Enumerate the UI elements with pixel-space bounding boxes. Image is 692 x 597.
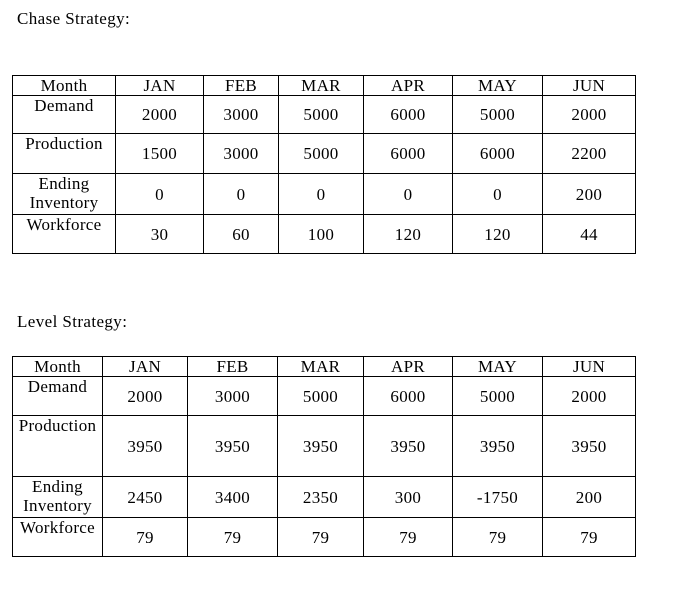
table-cell: 3950: [363, 415, 453, 477]
table-cell: 1500: [115, 133, 204, 174]
column-header-jan: JAN: [102, 356, 188, 377]
table-cell: 3950: [102, 415, 188, 477]
table-cell: 2200: [542, 133, 636, 174]
chase-strategy-title: Chase Strategy:: [17, 9, 131, 28]
table-cell: 3950: [277, 415, 364, 477]
table-cell: 300: [363, 476, 453, 518]
table-cell: 120: [363, 214, 453, 254]
row-label-production: Production: [12, 415, 103, 477]
column-header-month: Month: [12, 356, 103, 377]
column-header-may: MAY: [452, 356, 543, 377]
table-cell: 200: [542, 173, 636, 215]
column-header-may: MAY: [452, 75, 543, 96]
row-label-ending-inventory: Ending Inventory: [12, 476, 103, 518]
table-cell: 5000: [278, 95, 364, 134]
row-label-ending-inventory: Ending Inventory: [12, 173, 116, 215]
row-label-demand: Demand: [12, 95, 116, 134]
table-cell: 200: [542, 476, 636, 518]
column-header-month: Month: [12, 75, 116, 96]
table-cell: 30: [115, 214, 204, 254]
table-row-production: Production 3950 3950 3950 3950 3950 3950: [12, 415, 636, 477]
column-header-feb: FEB: [203, 75, 279, 96]
column-header-jan: JAN: [115, 75, 204, 96]
table-cell: 79: [363, 517, 453, 557]
table-cell: 5000: [452, 376, 543, 416]
table-cell: 2000: [115, 95, 204, 134]
table-row-workforce: Workforce 30 60 100 120 120 44: [12, 214, 636, 254]
row-label-production: Production: [12, 133, 116, 174]
table-cell: 0: [115, 173, 204, 215]
row-label-workforce: Workforce: [12, 214, 116, 254]
table-cell: 79: [542, 517, 636, 557]
table-cell: 79: [187, 517, 278, 557]
table-cell: 79: [277, 517, 364, 557]
table-row-demand: Demand 2000 3000 5000 6000 5000 2000: [12, 376, 636, 416]
column-header-jun: JUN: [542, 75, 636, 96]
table-cell: 2000: [542, 376, 636, 416]
table-cell: 3950: [452, 415, 543, 477]
column-header-mar: MAR: [277, 356, 364, 377]
table-cell: 5000: [452, 95, 543, 134]
table-cell: 0: [452, 173, 543, 215]
table-cell: 5000: [278, 133, 364, 174]
table-cell: -1750: [452, 476, 543, 518]
table-cell: 0: [363, 173, 453, 215]
table-cell: 2450: [102, 476, 188, 518]
column-header-feb: FEB: [187, 356, 278, 377]
table-header-row: Month JAN FEB MAR APR MAY JUN: [12, 356, 636, 377]
chase-strategy-table: Month JAN FEB MAR APR MAY JUN Demand 200…: [12, 75, 636, 254]
column-header-mar: MAR: [278, 75, 364, 96]
table-cell: 3950: [542, 415, 636, 477]
table-cell: 79: [452, 517, 543, 557]
column-header-jun: JUN: [542, 356, 636, 377]
table-header-row: Month JAN FEB MAR APR MAY JUN: [12, 75, 636, 96]
table-cell: 79: [102, 517, 188, 557]
table-cell: 2350: [277, 476, 364, 518]
table-cell: 5000: [277, 376, 364, 416]
level-strategy-table: Month JAN FEB MAR APR MAY JUN Demand 200…: [12, 356, 636, 557]
table-row-demand: Demand 2000 3000 5000 6000 5000 2000: [12, 95, 636, 134]
table-cell: 3950: [187, 415, 278, 477]
table-cell: 6000: [452, 133, 543, 174]
table-cell: 3000: [187, 376, 278, 416]
table-cell: 6000: [363, 133, 453, 174]
table-cell: 6000: [363, 95, 453, 134]
table-row-ending-inventory: Ending Inventory 2450 3400 2350 300 -175…: [12, 476, 636, 518]
table-row-production: Production 1500 3000 5000 6000 6000 2200: [12, 133, 636, 174]
table-row-workforce: Workforce 79 79 79 79 79 79: [12, 517, 636, 557]
level-strategy-title: Level Strategy:: [17, 312, 128, 331]
table-cell: 44: [542, 214, 636, 254]
table-cell: 3000: [203, 133, 279, 174]
table-cell: 2000: [102, 376, 188, 416]
table-cell: 3000: [203, 95, 279, 134]
table-cell: 60: [203, 214, 279, 254]
column-header-apr: APR: [363, 75, 453, 96]
table-cell: 0: [278, 173, 364, 215]
table-cell: 2000: [542, 95, 636, 134]
row-label-demand: Demand: [12, 376, 103, 416]
row-label-workforce: Workforce: [12, 517, 103, 557]
table-cell: 0: [203, 173, 279, 215]
column-header-apr: APR: [363, 356, 453, 377]
table-cell: 6000: [363, 376, 453, 416]
table-row-ending-inventory: Ending Inventory 0 0 0 0 0 200: [12, 173, 636, 215]
table-cell: 3400: [187, 476, 278, 518]
table-cell: 100: [278, 214, 364, 254]
table-cell: 120: [452, 214, 543, 254]
